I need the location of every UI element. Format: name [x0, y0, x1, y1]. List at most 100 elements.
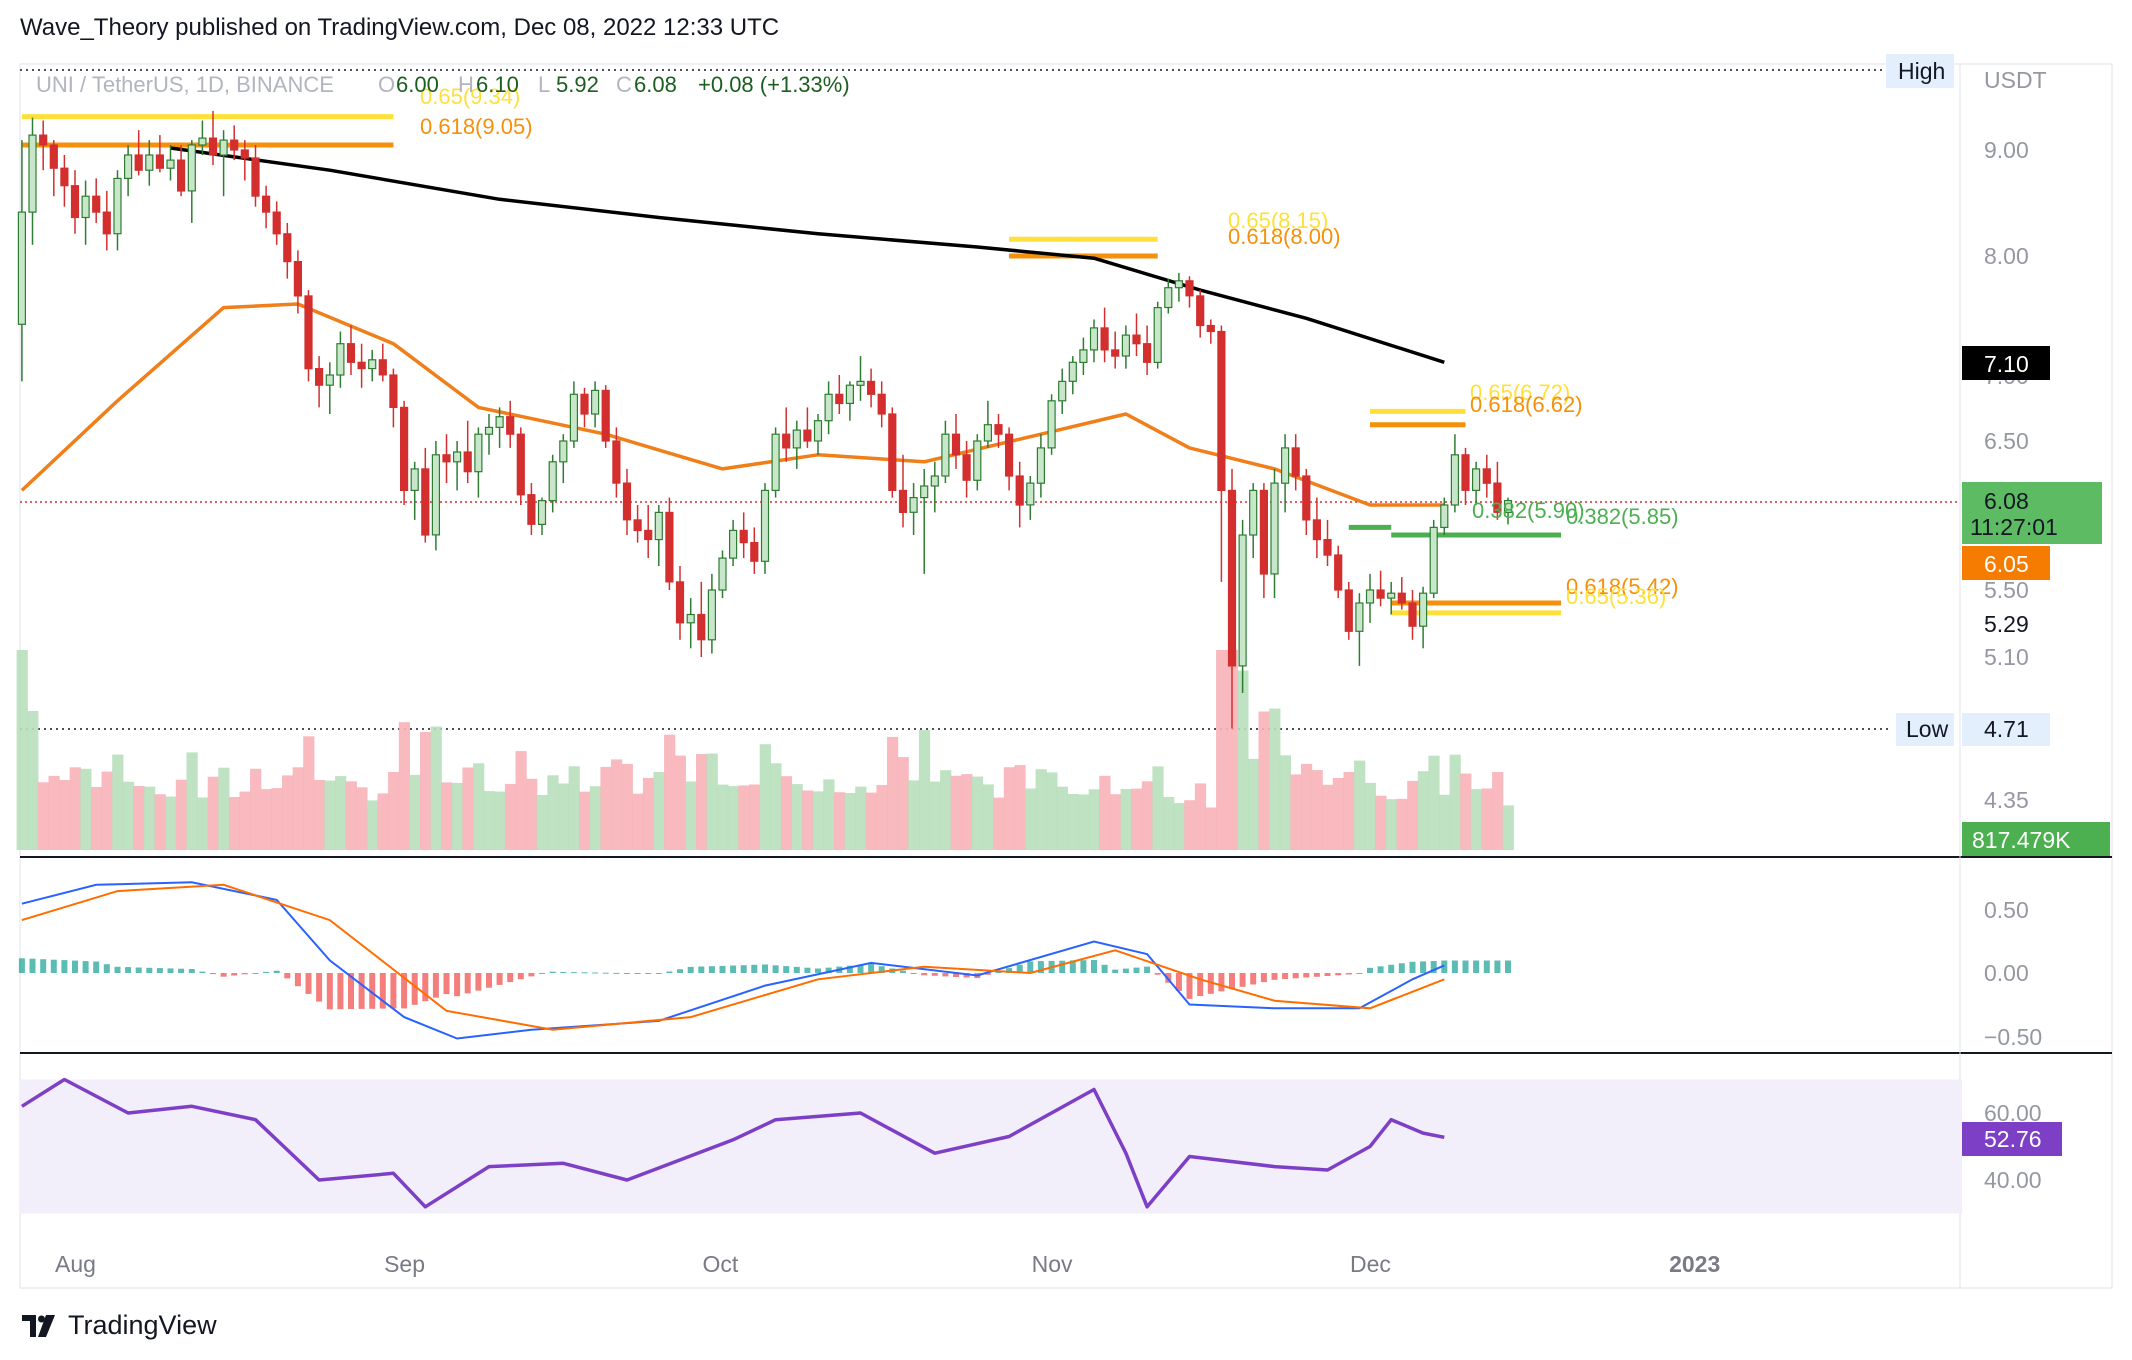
volume-bar — [1470, 789, 1482, 850]
candle-down — [1217, 330, 1226, 491]
candle-up — [431, 454, 440, 536]
macd-histogram-bar — [432, 973, 439, 998]
macd-histogram-bar — [1430, 961, 1437, 973]
candle-down — [1206, 324, 1215, 333]
candle-up — [920, 485, 929, 499]
macd-histogram-bar — [210, 973, 216, 975]
volume-bar — [1046, 772, 1058, 850]
candle-up — [548, 461, 557, 502]
candle-down — [1111, 349, 1120, 357]
low-marker-label: Low — [1906, 716, 1949, 742]
macd-histogram-bar — [284, 973, 291, 979]
volume-bar — [451, 782, 463, 850]
volume-bar — [1003, 767, 1015, 850]
high-marker-box — [1886, 54, 1954, 88]
candle-down — [1397, 592, 1406, 604]
rsi-line — [20, 1077, 1445, 1209]
volume-bar — [1492, 772, 1504, 850]
fib-label-sup-0618: 0.618(5.42) — [1566, 574, 1679, 599]
candle-down — [644, 529, 653, 541]
macd-histogram-bar — [1282, 973, 1289, 979]
candle-down — [1015, 475, 1024, 506]
macd-histogram-bar — [294, 973, 301, 987]
candle-down — [665, 511, 674, 583]
macd-histogram-bar — [1197, 973, 1204, 997]
price-tick-label: 6.50 — [1984, 428, 2029, 454]
low-marker-box — [1896, 713, 1954, 746]
legend-c-label: C — [616, 72, 632, 97]
candle-down — [1302, 475, 1311, 521]
candle-down — [346, 343, 356, 363]
candle-up — [28, 134, 37, 213]
time-axis: Aug Sep Oct Nov Dec 2023 — [55, 1251, 1720, 1277]
macd-histogram-bar — [1483, 960, 1490, 973]
macd-histogram-bar — [305, 973, 312, 994]
macd-histogram-bar — [1016, 964, 1023, 973]
candle-down — [1185, 280, 1194, 297]
rsi-axis: 60.00 40.00 — [1984, 1100, 2042, 1193]
candle-up — [1164, 287, 1173, 309]
candle-down — [750, 541, 759, 562]
volume-bar — [642, 777, 655, 850]
candle-up — [718, 557, 727, 591]
macd-histogram-bar — [634, 973, 641, 974]
candle-up — [845, 384, 855, 405]
candle-down — [1461, 454, 1470, 491]
macd-histogram-bar — [613, 972, 620, 974]
candle-down — [421, 468, 430, 536]
macd-tick-label: −0.50 — [1984, 1024, 2042, 1050]
macd-histogram-bar — [963, 973, 970, 978]
volume-bar — [165, 796, 177, 850]
volume-bar — [377, 793, 389, 850]
macd-histogram-bar — [1069, 960, 1076, 973]
volume-bar — [696, 754, 708, 850]
candle-down — [994, 424, 1003, 435]
volume-bar — [69, 767, 81, 850]
volume-bar — [356, 787, 368, 850]
volume-bar — [409, 774, 421, 850]
volume-bar — [473, 763, 485, 850]
candle-down — [1004, 433, 1014, 477]
volume-bar — [844, 793, 856, 850]
volume-bar — [186, 752, 198, 850]
macd-histogram-bar — [825, 967, 832, 973]
volume-bar — [101, 771, 113, 850]
last-price: 6.08 — [1984, 488, 2029, 514]
macd-histogram-bar — [1122, 968, 1129, 973]
candle-down — [400, 406, 409, 491]
price-tick-label: 5.50 — [1984, 577, 2029, 603]
candle-down — [835, 393, 844, 405]
macd-histogram-bar — [793, 966, 800, 973]
macd-histogram-bar — [220, 973, 227, 977]
volume-bar — [1131, 788, 1143, 850]
candle-down — [177, 159, 186, 192]
legend-symbol: UNI / TetherUS, 1D, BINANCE — [36, 72, 334, 97]
macd-histogram-bar — [1239, 973, 1246, 987]
volume-bar — [515, 751, 527, 850]
candle-down — [134, 154, 143, 171]
candle-down — [1196, 295, 1205, 327]
macd-histogram-bar — [1292, 973, 1299, 979]
candle-down — [612, 440, 621, 484]
volume-bar — [632, 793, 644, 850]
macd-histogram-bar — [1441, 960, 1448, 973]
volume-bar — [918, 730, 931, 850]
macd-histogram-bar — [422, 973, 429, 1002]
volume-bar — [547, 775, 559, 850]
macd-histogram-bar — [50, 959, 57, 973]
candle-up — [219, 139, 228, 156]
macd-histogram-bar — [18, 958, 25, 973]
volume-bar — [950, 775, 962, 851]
moving-averages — [20, 146, 1445, 507]
price-axis: 9.008.007.006.505.505.104.35 — [1984, 137, 2029, 813]
volume-bar — [16, 650, 28, 850]
candle-up — [1429, 526, 1438, 594]
volume-bar — [1163, 797, 1175, 850]
tradingview-brand: TradingView — [22, 1310, 217, 1341]
macd-histogram-bar — [348, 973, 354, 1009]
volume-bar — [1396, 798, 1408, 850]
volume-bar — [1375, 795, 1387, 850]
macd-histogram-bar — [868, 963, 875, 973]
volume-bar — [1481, 788, 1493, 850]
